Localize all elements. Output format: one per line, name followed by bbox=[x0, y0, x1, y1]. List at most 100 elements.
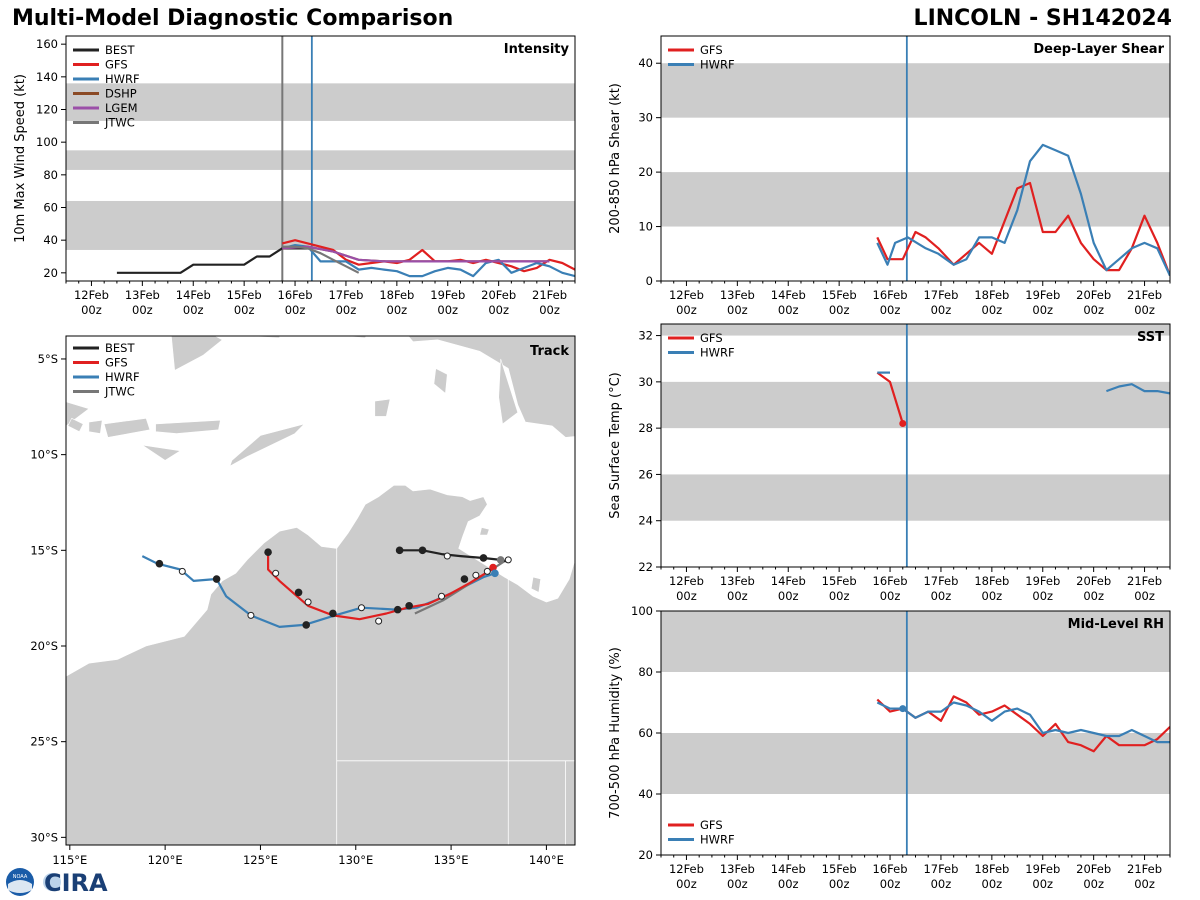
legend-label: GFS bbox=[105, 356, 128, 370]
series-line-gfs bbox=[876, 371, 904, 424]
australia-land bbox=[66, 484, 575, 845]
new-guinea-land bbox=[407, 336, 575, 438]
x-tick-label: 00z bbox=[1083, 589, 1104, 603]
lon-tick-label: 115°E bbox=[52, 853, 87, 867]
x-tick-label: 00z bbox=[1032, 589, 1053, 603]
legend-label: HWRF bbox=[700, 58, 735, 72]
threshold-band bbox=[661, 63, 1170, 118]
legend-label: BEST bbox=[105, 43, 135, 57]
x-tick-label: 17Feb bbox=[923, 288, 958, 302]
x-tick-label: 16Feb bbox=[873, 862, 908, 876]
x-tick-label: 00z bbox=[982, 877, 1003, 891]
island-land bbox=[479, 527, 490, 536]
x-tick-label: 15Feb bbox=[822, 862, 857, 876]
x-tick-label: 00z bbox=[727, 589, 748, 603]
legend-label: DSHP bbox=[105, 87, 137, 101]
track-panel: 115°E 120°E 125°E 130°E 135°E 140°E 5°S 10°S 15°… bbox=[30, 335, 576, 867]
x-tick-label: 00z bbox=[880, 877, 901, 891]
x-tick-label: 17Feb bbox=[328, 288, 363, 302]
x-tick-label: 19Feb bbox=[1025, 288, 1060, 302]
threshold-band bbox=[661, 611, 1170, 672]
plot-area bbox=[661, 324, 1170, 567]
track-position-marker bbox=[375, 617, 383, 625]
threshold-band bbox=[66, 200, 575, 250]
lon-tick-label: 135°E bbox=[434, 853, 469, 867]
panel-title: SST bbox=[1137, 330, 1164, 345]
x-tick-label: 18Feb bbox=[974, 862, 1009, 876]
lon-tick-label: 140°E bbox=[529, 853, 564, 867]
x-tick-label: 17Feb bbox=[923, 862, 958, 876]
storm-id: LINCOLN - SH142024 bbox=[913, 6, 1172, 31]
y-tick-label: 10 bbox=[638, 220, 653, 234]
x-tick-label: 21Feb bbox=[1127, 574, 1162, 588]
y-tick-label: 80 bbox=[638, 665, 653, 679]
track-position-marker bbox=[504, 556, 512, 564]
x-tick-label: 20Feb bbox=[1076, 574, 1111, 588]
plot-area bbox=[661, 36, 1170, 281]
x-tick-label: 00z bbox=[829, 303, 850, 317]
series-line-hwrf bbox=[876, 701, 1170, 744]
figure-title: Multi-Model Diagnostic Comparison bbox=[12, 6, 454, 31]
y-axis-label: 200-850 hPa Shear (kt) bbox=[608, 83, 623, 234]
rh-panel: 12Feb00z13Feb00z14Feb00z15Feb00z16Feb00z… bbox=[608, 604, 1171, 891]
y-tick-label: 40 bbox=[43, 233, 58, 247]
current-point-hwrf bbox=[899, 705, 907, 713]
track-position-marker bbox=[460, 575, 469, 583]
map-frame bbox=[65, 335, 576, 846]
track-position-marker bbox=[491, 569, 499, 578]
legend-label: GFS bbox=[700, 818, 723, 832]
island-land bbox=[155, 419, 221, 434]
threshold-band bbox=[66, 83, 575, 121]
y-tick-label: 160 bbox=[36, 37, 58, 51]
track-position-marker bbox=[489, 563, 497, 572]
y-tick-label: 32 bbox=[638, 329, 653, 343]
x-tick-label: 00z bbox=[387, 303, 408, 317]
y-tick-label: 24 bbox=[638, 514, 653, 528]
x-tick-label: 00z bbox=[234, 303, 255, 317]
x-tick-label: 14Feb bbox=[176, 288, 211, 302]
x-tick-label: 00z bbox=[880, 589, 901, 603]
x-tick-label: 20Feb bbox=[1076, 288, 1111, 302]
noaa-badge-text: NOAA bbox=[13, 874, 28, 880]
lat-tick-label: 25°S bbox=[30, 735, 58, 749]
x-tick-label: 16Feb bbox=[873, 288, 908, 302]
x-tick-label: 00z bbox=[931, 589, 952, 603]
lon-tick-label: 120°E bbox=[148, 853, 183, 867]
x-tick-label: 12Feb bbox=[74, 288, 109, 302]
track-position-marker bbox=[438, 592, 446, 600]
threshold-band bbox=[661, 381, 1170, 429]
panel-title: Deep-Layer Shear bbox=[1033, 42, 1164, 57]
x-tick-label: 15Feb bbox=[227, 288, 262, 302]
x-tick-label: 00z bbox=[829, 589, 850, 603]
x-tick-label: 20Feb bbox=[1076, 862, 1111, 876]
island-land bbox=[374, 398, 391, 417]
island-land bbox=[103, 417, 151, 438]
x-tick-label: 12Feb bbox=[669, 862, 704, 876]
threshold-band bbox=[661, 733, 1170, 794]
x-tick-label: 00z bbox=[778, 877, 799, 891]
x-tick-label: 15Feb bbox=[822, 288, 857, 302]
legend-label: HWRF bbox=[700, 346, 735, 360]
x-tick-label: 00z bbox=[1134, 589, 1155, 603]
x-tick-label: 00z bbox=[727, 877, 748, 891]
y-tick-label: 100 bbox=[631, 604, 653, 618]
y-axis-label: 700-500 hPa Humidity (%) bbox=[608, 647, 623, 819]
track-position-marker bbox=[483, 567, 491, 575]
x-tick-label: 12Feb bbox=[669, 288, 704, 302]
track-line-gfs bbox=[267, 552, 494, 621]
y-tick-label: 20 bbox=[43, 266, 58, 280]
island-land bbox=[88, 419, 103, 434]
x-tick-label: 19Feb bbox=[1025, 862, 1060, 876]
series-line-hwrf bbox=[282, 244, 575, 278]
x-tick-label: 17Feb bbox=[923, 574, 958, 588]
x-tick-label: 12Feb bbox=[669, 574, 704, 588]
panel-title: Intensity bbox=[504, 42, 570, 57]
x-tick-label: 00z bbox=[539, 303, 560, 317]
x-tick-label: 18Feb bbox=[974, 574, 1009, 588]
x-tick-label: 21Feb bbox=[532, 288, 567, 302]
y-tick-label: 80 bbox=[43, 168, 58, 182]
track-position-marker bbox=[393, 605, 402, 614]
y-tick-label: 20 bbox=[638, 165, 653, 179]
island-land bbox=[530, 576, 542, 593]
